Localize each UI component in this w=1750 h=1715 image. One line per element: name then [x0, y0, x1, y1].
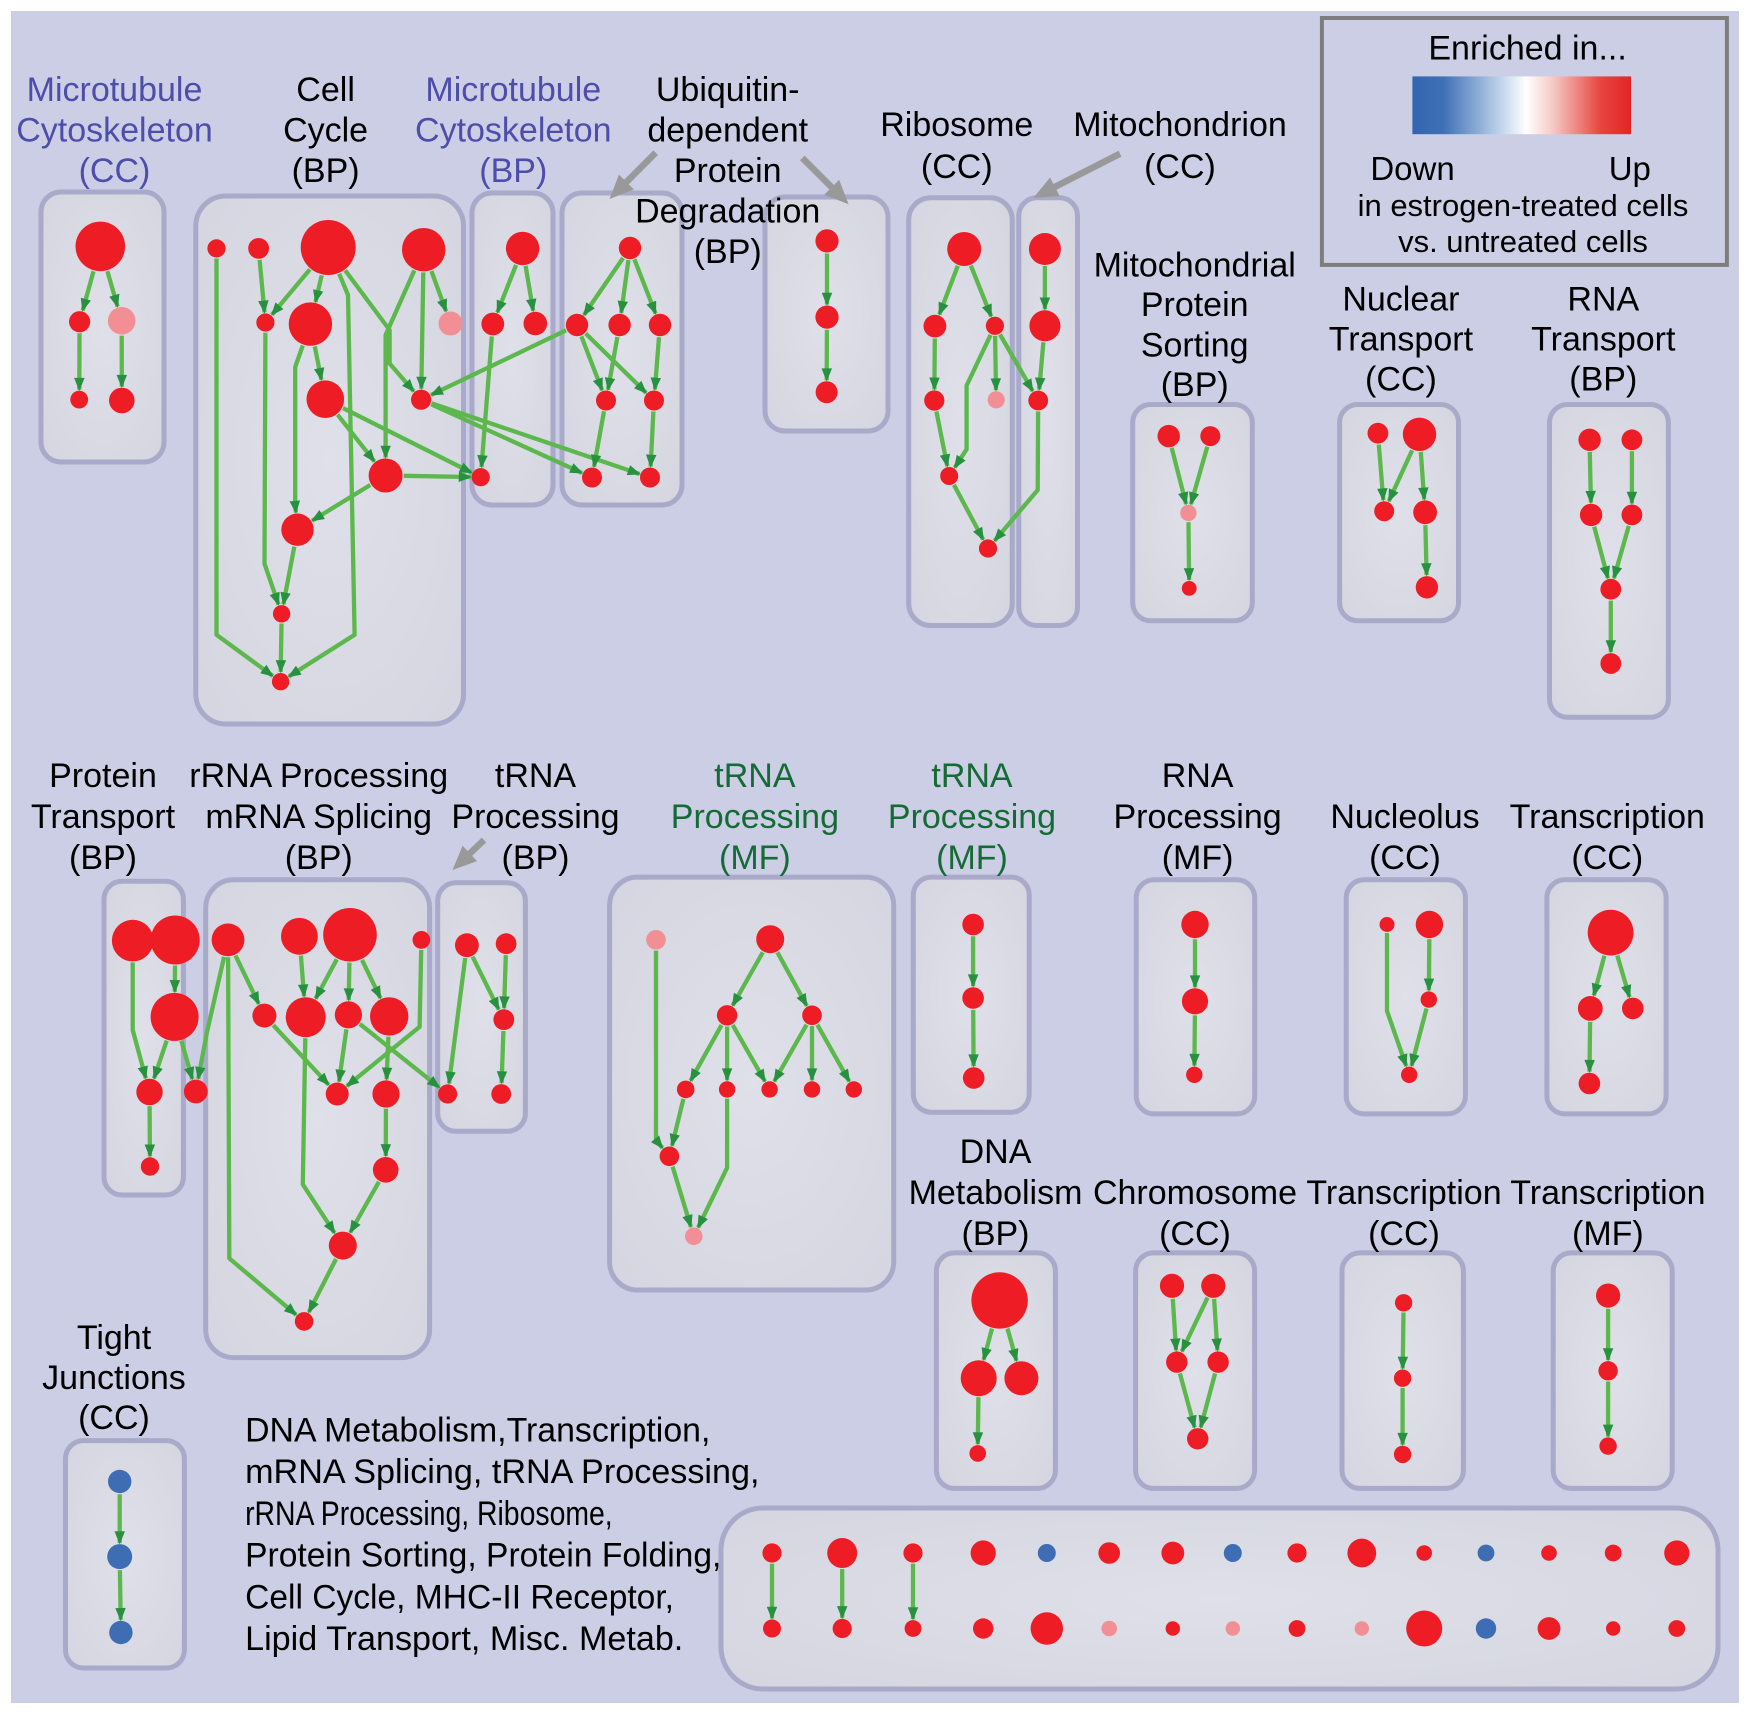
svg-text:(BP): (BP) [69, 839, 137, 877]
svg-text:(BP): (BP) [1569, 360, 1637, 398]
svg-text:Processing: Processing [451, 798, 619, 836]
svg-text:(BP): (BP) [502, 839, 570, 877]
svg-text:Transcription: Transcription [1510, 1174, 1705, 1212]
svg-text:tRNA: tRNA [931, 757, 1013, 795]
svg-text:(CC): (CC) [1571, 839, 1643, 877]
svg-text:Processing: Processing [1113, 798, 1281, 836]
svg-text:Protein Sorting, Protein Foldi: Protein Sorting, Protein Folding, [245, 1537, 721, 1575]
svg-text:(CC): (CC) [1159, 1215, 1231, 1253]
svg-text:Nucleolus: Nucleolus [1330, 798, 1479, 836]
svg-text:Microtubule: Microtubule [425, 71, 601, 109]
svg-text:(BP): (BP) [292, 152, 360, 190]
svg-text:Microtubule: Microtubule [27, 71, 203, 109]
svg-text:Transport: Transport [1531, 320, 1676, 358]
svg-text:Cytoskeleton: Cytoskeleton [415, 112, 612, 150]
svg-text:(MF): (MF) [719, 839, 791, 877]
svg-text:Mitochondrial: Mitochondrial [1094, 246, 1296, 284]
svg-text:Cell: Cell [296, 71, 355, 109]
svg-text:Processing: Processing [671, 798, 839, 836]
svg-text:Protein: Protein [1141, 286, 1249, 324]
svg-text:Enriched in...: Enriched in... [1428, 29, 1626, 67]
svg-text:Transport: Transport [1329, 320, 1474, 358]
svg-text:in estrogen-treated cells: in estrogen-treated cells [1358, 188, 1689, 223]
svg-text:(CC): (CC) [1369, 839, 1441, 877]
svg-text:RNA: RNA [1567, 281, 1639, 319]
svg-text:(BP): (BP) [1161, 366, 1229, 404]
svg-text:DNA Metabolism,Transcription,: DNA Metabolism,Transcription, [245, 1412, 710, 1450]
svg-text:Lipid Transport, Misc. Metab.: Lipid Transport, Misc. Metab. [245, 1620, 683, 1658]
svg-text:Transcription: Transcription [1306, 1174, 1501, 1212]
svg-text:(MF): (MF) [936, 839, 1008, 877]
svg-text:tRNA: tRNA [495, 757, 577, 795]
svg-text:Ubiquitin-: Ubiquitin- [656, 71, 800, 109]
svg-text:rRNA Processing, Ribosome,: rRNA Processing, Ribosome, [245, 1495, 613, 1533]
svg-text:Ribosome: Ribosome [880, 106, 1033, 144]
svg-text:Down: Down [1370, 150, 1454, 187]
svg-text:(CC): (CC) [1144, 148, 1216, 186]
svg-text:Sorting: Sorting [1141, 326, 1249, 364]
svg-text:Tight: Tight [77, 1319, 152, 1357]
svg-text:(CC): (CC) [921, 148, 993, 186]
svg-text:vs. untreated cells: vs. untreated cells [1398, 224, 1648, 259]
svg-text:(BP): (BP) [962, 1215, 1030, 1253]
svg-text:Nuclear: Nuclear [1342, 281, 1459, 319]
svg-text:Up: Up [1609, 150, 1651, 187]
svg-text:Protein: Protein [49, 757, 157, 795]
svg-text:Cytoskeleton: Cytoskeleton [16, 112, 213, 150]
svg-text:Degradation: Degradation [635, 193, 820, 231]
svg-text:Protein: Protein [674, 152, 782, 190]
svg-text:(BP): (BP) [694, 233, 762, 271]
svg-text:RNA: RNA [1162, 757, 1234, 795]
svg-text:dependent: dependent [647, 112, 808, 150]
svg-text:(CC): (CC) [78, 1399, 150, 1437]
svg-text:(MF): (MF) [1572, 1215, 1644, 1253]
svg-text:(CC): (CC) [79, 152, 151, 190]
svg-text:(BP): (BP) [479, 152, 547, 190]
svg-text:Junctions: Junctions [42, 1359, 186, 1397]
svg-text:DNA: DNA [960, 1133, 1032, 1171]
svg-text:mRNA Splicing: mRNA Splicing [205, 798, 432, 836]
svg-text:tRNA: tRNA [714, 757, 796, 795]
svg-text:mRNA Splicing, tRNA Processing: mRNA Splicing, tRNA Processing, [245, 1453, 759, 1491]
svg-text:rRNA Processing: rRNA Processing [189, 757, 448, 795]
svg-text:(CC): (CC) [1365, 360, 1437, 398]
svg-text:(BP): (BP) [285, 839, 353, 877]
svg-text:Cell Cycle, MHC-II Receptor,: Cell Cycle, MHC-II Receptor, [245, 1578, 674, 1616]
svg-text:Mitochondrion: Mitochondrion [1073, 106, 1287, 144]
svg-text:Processing: Processing [888, 798, 1056, 836]
svg-text:(MF): (MF) [1162, 839, 1234, 877]
svg-text:Cycle: Cycle [283, 112, 368, 150]
svg-text:(CC): (CC) [1368, 1215, 1440, 1253]
svg-text:Transcription: Transcription [1510, 798, 1705, 836]
svg-text:Metabolism: Metabolism [909, 1174, 1083, 1212]
svg-text:Transport: Transport [31, 798, 176, 836]
svg-text:Chromosome: Chromosome [1093, 1174, 1297, 1212]
